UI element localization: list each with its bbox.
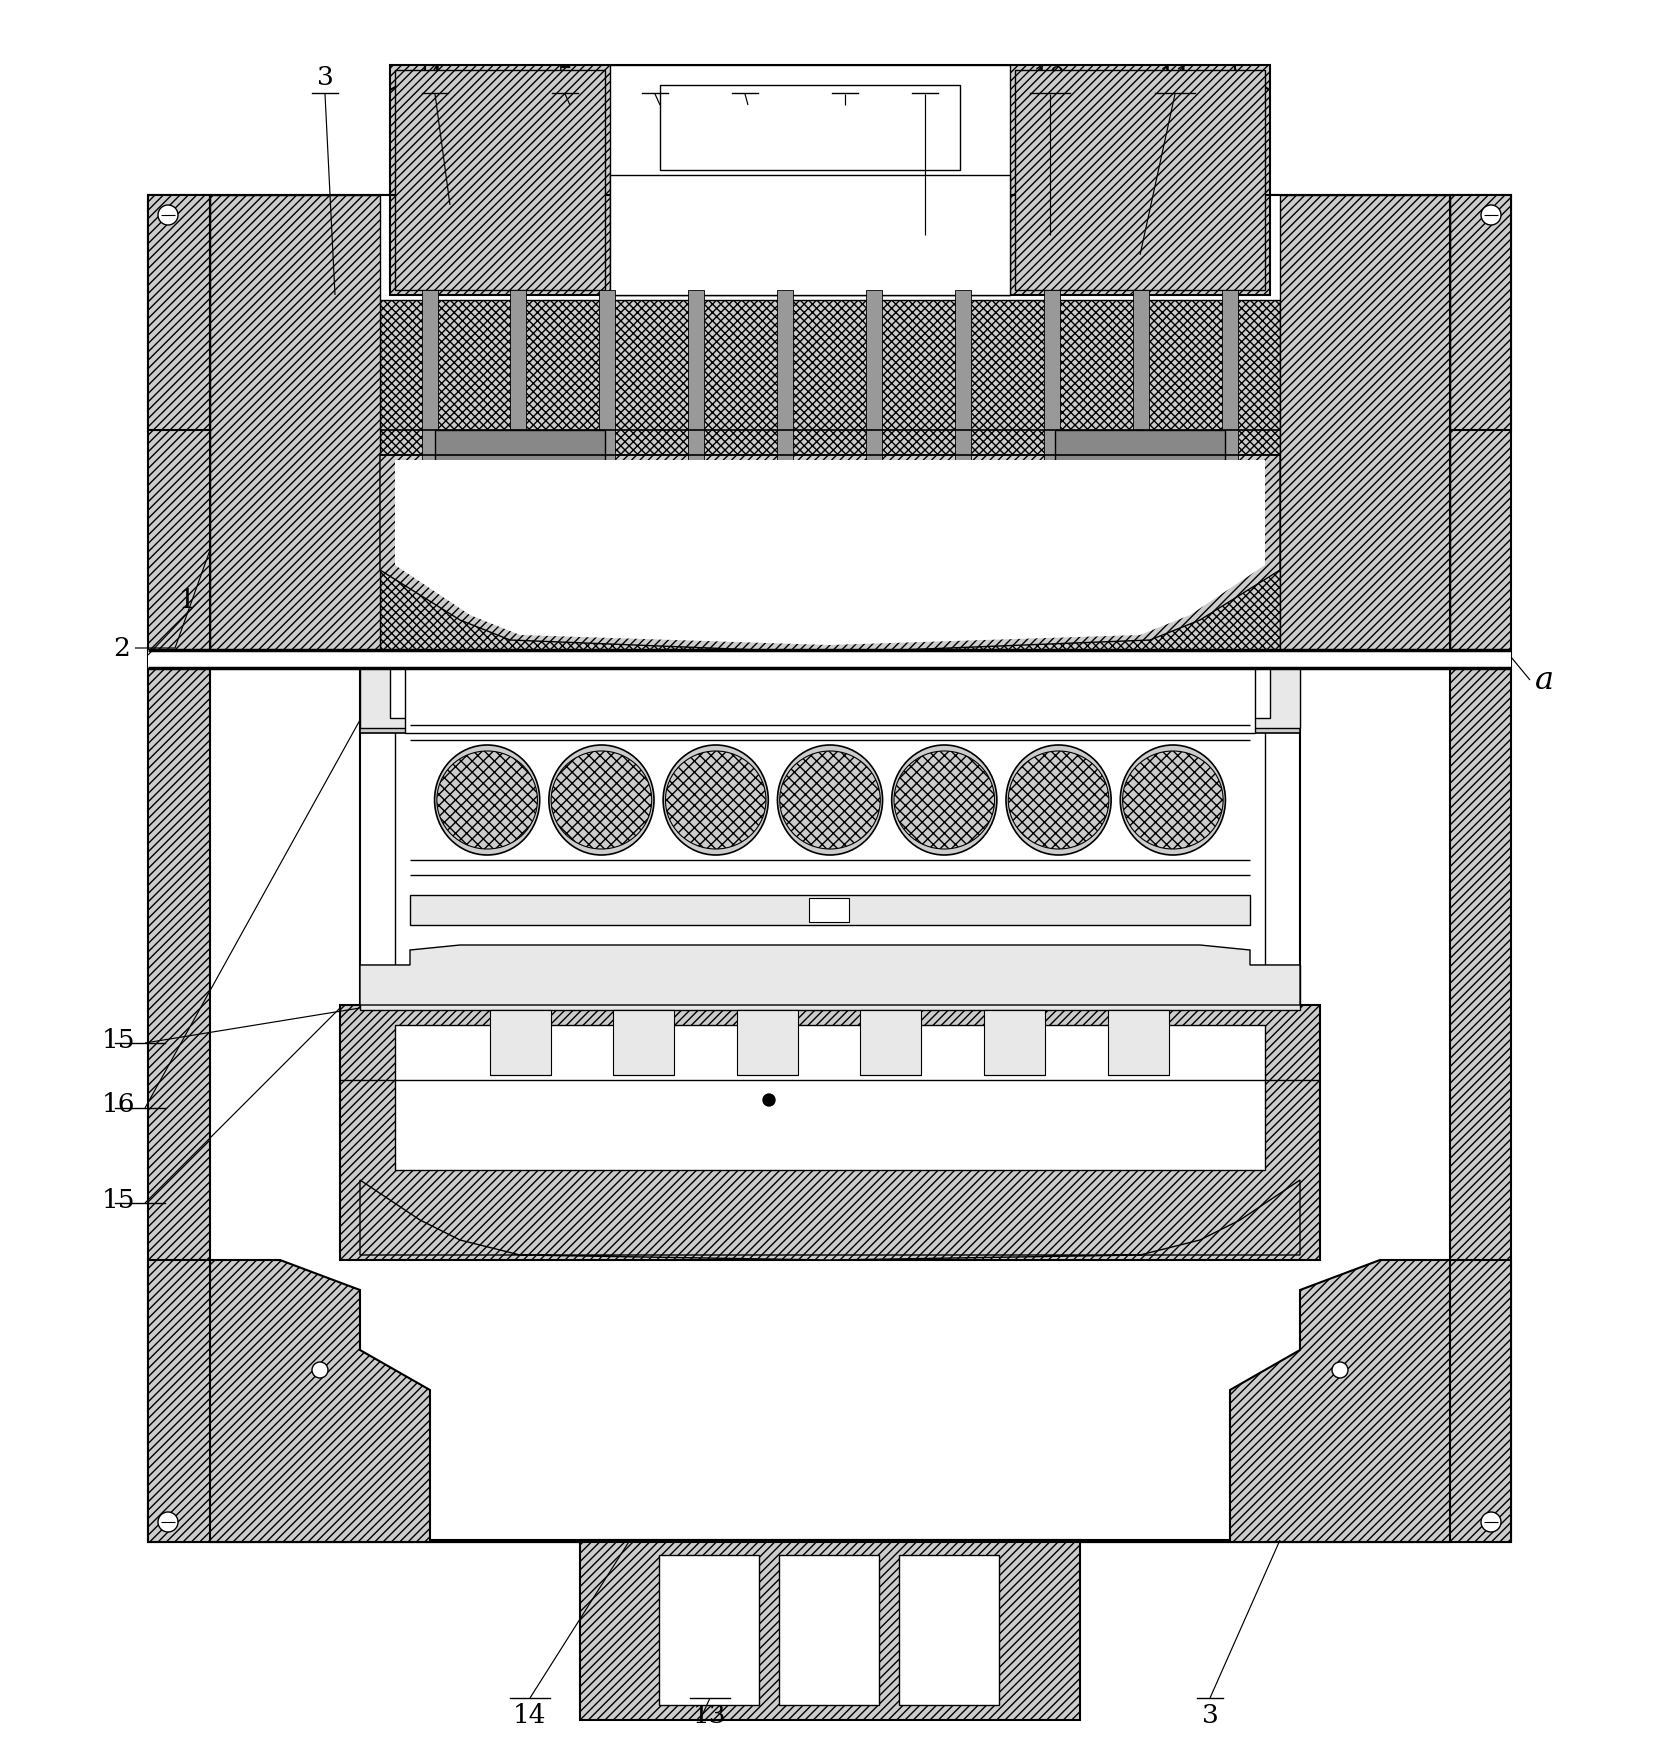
Text: 15: 15 (101, 1187, 134, 1212)
Bar (148, 195, 211, 429)
Text: 7: 7 (737, 65, 753, 90)
Text: 13: 13 (693, 1703, 727, 1727)
Circle shape (158, 1513, 178, 1532)
Bar (1450, 195, 1511, 429)
Bar (148, 195, 1511, 1543)
Ellipse shape (551, 751, 652, 850)
Bar (390, 65, 1271, 296)
Bar (659, 1555, 760, 1704)
Ellipse shape (1120, 746, 1226, 855)
Bar (421, 290, 438, 461)
Text: 11: 11 (1158, 65, 1191, 90)
Bar (956, 290, 971, 461)
Ellipse shape (893, 746, 997, 855)
Text: 3: 3 (317, 65, 333, 90)
Bar (1015, 70, 1266, 290)
Bar (211, 195, 380, 651)
Bar (405, 668, 1254, 734)
Circle shape (158, 206, 178, 225)
Bar (1055, 429, 1224, 551)
Text: a: a (1535, 665, 1554, 695)
Ellipse shape (894, 751, 995, 850)
Bar (599, 290, 615, 461)
Polygon shape (360, 945, 1301, 1004)
Bar (395, 674, 1266, 1001)
Bar (148, 651, 1511, 668)
Bar (489, 1010, 551, 1075)
Bar (859, 1010, 921, 1075)
Bar (810, 899, 849, 922)
Bar (737, 1010, 798, 1075)
Ellipse shape (665, 751, 766, 850)
Bar (410, 895, 1249, 925)
Text: 8: 8 (917, 65, 934, 90)
Text: 10: 10 (1034, 65, 1067, 90)
Ellipse shape (1123, 751, 1223, 850)
Polygon shape (360, 1180, 1301, 1259)
Bar (1281, 195, 1450, 651)
Bar (780, 1555, 879, 1704)
Ellipse shape (549, 746, 654, 855)
Bar (395, 70, 606, 290)
Ellipse shape (778, 746, 883, 855)
Bar (866, 290, 883, 461)
Text: 6: 6 (647, 65, 664, 90)
Bar (395, 1025, 1266, 1170)
Polygon shape (380, 456, 1281, 653)
Text: 4: 4 (426, 65, 443, 90)
Bar (360, 668, 1301, 734)
Bar (581, 1539, 1080, 1720)
Ellipse shape (435, 746, 539, 855)
Bar (360, 668, 1301, 728)
Text: 1: 1 (178, 588, 196, 612)
Polygon shape (395, 461, 1266, 646)
Bar (380, 301, 1281, 660)
Bar (899, 1555, 999, 1704)
Polygon shape (148, 1259, 1511, 1543)
Ellipse shape (664, 746, 768, 855)
Circle shape (1332, 1361, 1349, 1377)
Ellipse shape (780, 751, 881, 850)
Bar (612, 1010, 674, 1075)
Bar (390, 668, 1271, 718)
Bar (1108, 1010, 1170, 1075)
Bar (1133, 290, 1150, 461)
Bar (340, 1004, 1321, 1259)
Bar (611, 65, 1010, 296)
Circle shape (1481, 1513, 1501, 1532)
Bar (688, 290, 703, 461)
Bar (211, 195, 1450, 1543)
Bar (776, 290, 793, 461)
Circle shape (763, 1094, 775, 1106)
Bar (360, 668, 1301, 1004)
Ellipse shape (1005, 746, 1112, 855)
Ellipse shape (436, 751, 538, 850)
Bar (1223, 290, 1238, 461)
Text: 14: 14 (513, 1703, 547, 1727)
Bar (360, 966, 1301, 1010)
Text: 2: 2 (113, 635, 129, 660)
Text: 8: 8 (836, 65, 853, 90)
Bar (435, 429, 606, 551)
Circle shape (1481, 206, 1501, 225)
Bar (1044, 290, 1060, 461)
Text: 16: 16 (101, 1092, 134, 1117)
Bar (660, 84, 961, 171)
Circle shape (312, 1361, 328, 1377)
Text: 3: 3 (1201, 1703, 1218, 1727)
Bar (984, 1010, 1045, 1075)
Bar (611, 174, 1010, 296)
Ellipse shape (1009, 751, 1108, 850)
Text: 15: 15 (101, 1027, 134, 1052)
Bar (509, 290, 526, 461)
Text: 5: 5 (557, 65, 574, 90)
